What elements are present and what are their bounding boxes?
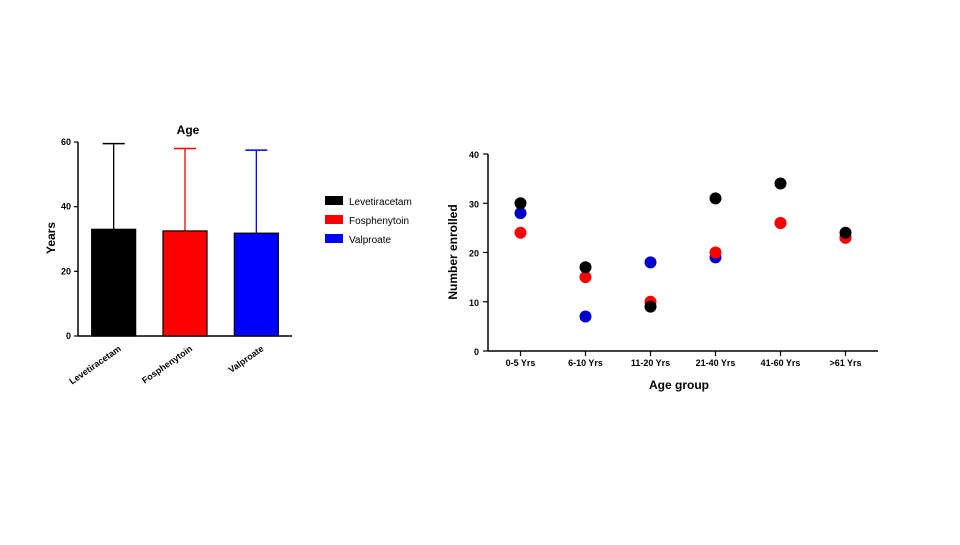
scatter-point <box>644 300 657 313</box>
age-bar-chart: Age Years 0 20 40 60 Levetiracetam Fosphenyt… <box>44 123 412 386</box>
scatter-points <box>514 177 852 323</box>
scatter-x-tick-label: 0-5 Yrs <box>506 358 536 368</box>
bar-chart-title: Age <box>177 123 200 137</box>
bar-y-tick-label: 60 <box>61 137 71 147</box>
scatter-point <box>839 226 852 239</box>
bar-x-tick-labels: Levetiracetam Fosphenytoin Valproate <box>67 343 265 386</box>
scatter-point <box>709 192 722 205</box>
scatter-point <box>774 216 787 229</box>
bar-levetiracetam <box>91 228 137 337</box>
scatter-x-tick-label: 21-40 Yrs <box>696 358 736 368</box>
legend-swatch <box>325 196 343 205</box>
legend-swatch <box>325 234 343 243</box>
scatter-y-tick-label: 0 <box>474 347 479 357</box>
legend-label: Fosphenytoin <box>349 216 409 227</box>
scatter-point <box>514 197 527 210</box>
scatter-x-axis-title: Age group <box>649 378 709 392</box>
scatter-point <box>579 310 592 323</box>
scatter-point <box>774 177 787 190</box>
bar-x-tick-label: Fosphenytoin <box>140 343 194 385</box>
bar-x-tick-label: Levetiracetam <box>67 343 122 386</box>
bar-fosphenytoin <box>162 230 208 337</box>
bar-valproate <box>233 232 279 337</box>
legend-label: Levetiracetam <box>349 197 412 208</box>
scatter-x-tick-label: >61 Yrs <box>829 358 861 368</box>
bar-x-tick-label: Valproate <box>227 343 266 374</box>
scatter-point <box>709 246 722 259</box>
age-group-scatter-chart: Number enrolled Age group 0 10 20 30 40 0-5 Y… <box>446 150 878 392</box>
scatter-y-tick-label: 10 <box>469 298 479 308</box>
scatter-y-tick-label: 20 <box>469 249 479 259</box>
bar-y-tick-label: 40 <box>61 202 71 212</box>
legend-label: Valproate <box>349 235 392 246</box>
scatter-y-tick-label: 30 <box>469 199 479 209</box>
bar-y-tick-label: 20 <box>61 266 71 276</box>
scatter-point <box>644 256 657 269</box>
scatter-y-axis-title: Number enrolled <box>446 204 460 299</box>
legend-swatch <box>325 215 343 224</box>
bar-y-axis-title: Years <box>44 222 58 254</box>
scatter-x-tick-label: 6-10 Yrs <box>568 358 603 368</box>
scatter-x-tick-label: 41-60 Yrs <box>761 358 801 368</box>
bar-marks <box>91 142 279 337</box>
scatter-point <box>579 271 592 284</box>
bar-y-tick-label: 0 <box>66 331 71 341</box>
scatter-point <box>514 207 527 220</box>
scatter-y-tick-label: 40 <box>469 150 479 160</box>
scatter-point <box>579 261 592 274</box>
scatter-point <box>514 226 527 239</box>
scatter-x-tick-label: 11-20 Yrs <box>631 358 670 368</box>
bar-legend: Levetiracetam Fosphenytoin Valproate <box>325 196 412 246</box>
scatter-axes: 0 10 20 30 40 0-5 Yrs 6-10 Yrs 11-20 Yrs 21-40 Y… <box>469 150 878 368</box>
